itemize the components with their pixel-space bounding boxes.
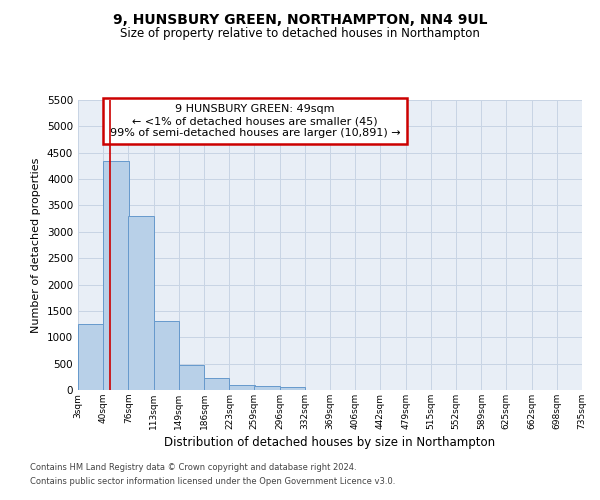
Bar: [229, 384, 255, 390]
Text: Contains HM Land Registry data © Crown copyright and database right 2024.: Contains HM Land Registry data © Crown c…: [30, 464, 356, 472]
X-axis label: Distribution of detached houses by size in Northampton: Distribution of detached houses by size …: [164, 436, 496, 449]
Text: Size of property relative to detached houses in Northampton: Size of property relative to detached ho…: [120, 28, 480, 40]
Bar: [78, 324, 103, 390]
Text: Contains public sector information licensed under the Open Government Licence v3: Contains public sector information licen…: [30, 477, 395, 486]
Text: 9, HUNSBURY GREEN, NORTHAMPTON, NN4 9UL: 9, HUNSBURY GREEN, NORTHAMPTON, NN4 9UL: [113, 12, 487, 26]
Text: 9 HUNSBURY GREEN: 49sqm
← <1% of detached houses are smaller (45)
99% of semi-de: 9 HUNSBURY GREEN: 49sqm ← <1% of detache…: [110, 104, 400, 138]
Bar: [179, 364, 204, 390]
Bar: [204, 378, 229, 390]
Bar: [280, 388, 305, 390]
Bar: [128, 216, 154, 390]
Bar: [154, 322, 179, 390]
Y-axis label: Number of detached properties: Number of detached properties: [31, 158, 41, 332]
Bar: [254, 386, 280, 390]
Bar: [103, 160, 129, 390]
